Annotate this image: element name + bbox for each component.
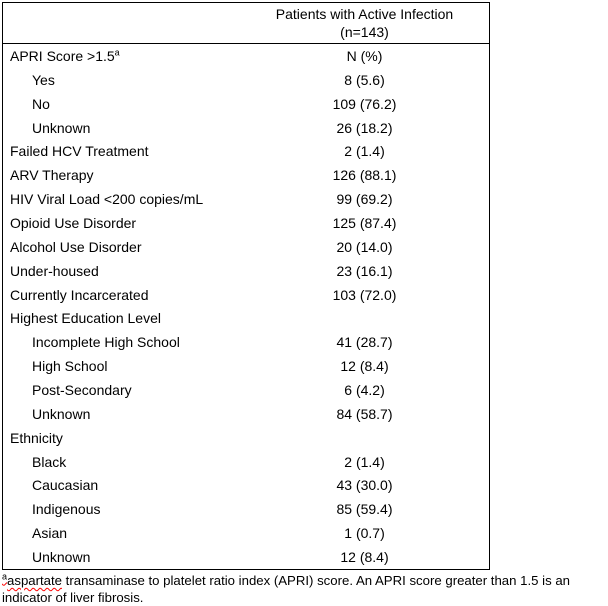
row-label: ARV Therapy: [3, 167, 240, 183]
row-label: Failed HCV Treatment: [3, 143, 240, 159]
table-header-row: Patients with Active Infection (n=143): [3, 3, 489, 44]
row-label: Unknown: [3, 120, 240, 136]
row-value: 23 (16.1): [336, 262, 393, 279]
table-row: Unknown 12 (8.4): [3, 545, 489, 569]
row-value: 2 (1.4): [344, 453, 385, 470]
table-row: Unknown 84 (58.7): [3, 402, 489, 426]
table-row: APRI Score >1.5a N (%): [3, 44, 489, 68]
row-label-text: Indigenous: [32, 501, 101, 518]
row-label-superscript: a: [114, 47, 120, 58]
row-value: 85 (59.4): [336, 501, 393, 518]
row-label-text: Unknown: [32, 548, 91, 565]
row-label-text: Yes: [32, 71, 55, 88]
row-value: 41 (28.7): [336, 334, 393, 351]
row-label: Unknown: [3, 406, 240, 422]
table-row: Incomplete High School 41 (28.7): [3, 330, 489, 354]
row-label-text: Failed HCV Treatment: [10, 143, 149, 160]
row-label: Black: [3, 454, 240, 470]
row-label: Highest Education Level: [3, 310, 240, 326]
table-row: High School 12 (8.4): [3, 354, 489, 378]
row-value: 84 (58.7): [336, 405, 393, 422]
row-label-text: Currently Incarcerated: [10, 286, 149, 303]
table-row: HIV Viral Load <200 copies/mL 99 (69.2): [3, 187, 489, 211]
patient-characteristics-table: Patients with Active Infection (n=143) A…: [2, 2, 490, 570]
table-row: Failed HCV Treatment 2 (1.4): [3, 139, 489, 163]
footnote-marker: a: [2, 571, 8, 582]
row-label: Caucasian: [3, 477, 240, 493]
row-value: 26 (18.2): [336, 119, 393, 136]
footnote: aaspartate transaminase to platelet rati…: [2, 572, 606, 606]
row-label: Under-housed: [3, 263, 240, 279]
row-label-text: Incomplete High School: [32, 334, 180, 351]
row-label-text: ARV Therapy: [10, 167, 94, 184]
row-label: Indigenous: [3, 501, 240, 517]
row-value: 103 (72.0): [332, 286, 397, 303]
table-row: Black 2 (1.4): [3, 450, 489, 474]
row-label: Yes: [3, 72, 240, 88]
row-label-text: No: [32, 95, 50, 112]
table-row: Alcohol Use Disorder 20 (14.0): [3, 235, 489, 259]
row-value: 6 (4.2): [344, 381, 385, 398]
row-label: APRI Score >1.5a: [3, 48, 240, 64]
row-label-text: Highest Education Level: [10, 310, 161, 327]
footnote-misspelled-word: aspartate: [7, 573, 63, 588]
row-label-text: Black: [32, 453, 67, 470]
row-label-text: APRI Score >1.5: [10, 47, 115, 64]
table-row: Caucasian 43 (30.0): [3, 473, 489, 497]
row-label-text: Post-Secondary: [32, 381, 132, 398]
row-label: HIV Viral Load <200 copies/mL: [3, 191, 240, 207]
header-title: Patients with Active Infection: [275, 6, 454, 22]
table-row: Opioid Use Disorder 125 (87.4): [3, 211, 489, 235]
row-label-text: HIV Viral Load <200 copies/mL: [10, 191, 204, 208]
table-row: Ethnicity: [3, 426, 489, 450]
row-label: Currently Incarcerated: [3, 287, 240, 303]
row-value: 12 (8.4): [340, 548, 389, 565]
row-value: 126 (88.1): [332, 167, 397, 184]
row-label: No: [3, 96, 240, 112]
row-label-text: Alcohol Use Disorder: [10, 238, 142, 255]
row-label-text: Caucasian: [32, 477, 99, 494]
table-row: No 109 (76.2): [3, 92, 489, 116]
row-label: Unknown: [3, 549, 240, 565]
row-label: Opioid Use Disorder: [3, 215, 240, 231]
header-empty-cell: [3, 3, 240, 43]
row-value: 20 (14.0): [336, 238, 393, 255]
table-row: Highest Education Level: [3, 306, 489, 330]
row-label-text: Unknown: [32, 119, 91, 136]
row-value: 2 (1.4): [344, 143, 385, 160]
row-value: N (%): [346, 47, 383, 64]
row-label-text: Opioid Use Disorder: [10, 214, 137, 231]
row-label-text: Ethnicity: [10, 429, 63, 446]
header-sample-size: (n=143): [340, 24, 389, 40]
table-row: Currently Incarcerated 103 (72.0): [3, 283, 489, 307]
row-label-text: High School: [32, 358, 108, 375]
table-row: Indigenous 85 (59.4): [3, 497, 489, 521]
table-row: ARV Therapy 126 (88.1): [3, 163, 489, 187]
header-title-cell: Patients with Active Infection (n=143): [240, 3, 489, 43]
row-label: Alcohol Use Disorder: [3, 239, 240, 255]
table-row: Post-Secondary 6 (4.2): [3, 378, 489, 402]
table-row: Under-housed 23 (16.1): [3, 259, 489, 283]
table-row: Yes 8 (5.6): [3, 68, 489, 92]
row-label: High School: [3, 358, 240, 374]
row-value: 43 (30.0): [336, 477, 393, 494]
row-value: 109 (76.2): [332, 95, 397, 112]
row-value: 99 (69.2): [336, 191, 393, 208]
table-body: APRI Score >1.5a N (%) Yes 8 (5.6) No 109 (76…: [3, 44, 489, 569]
row-value: 125 (87.4): [332, 214, 397, 231]
row-value: 12 (8.4): [340, 358, 389, 375]
row-label-text: Unknown: [32, 405, 91, 422]
row-label-text: Under-housed: [10, 262, 99, 279]
row-label: Ethnicity: [3, 430, 240, 446]
table-row: Unknown 26 (18.2): [3, 116, 489, 140]
table-row: Asian 1 (0.7): [3, 521, 489, 545]
row-label: Asian: [3, 525, 240, 541]
row-label-text: Asian: [32, 525, 68, 542]
row-label: Post-Secondary: [3, 382, 240, 398]
footnote-text: transaminase to platelet ratio index (AP…: [2, 573, 570, 605]
row-value: 8 (5.6): [344, 71, 385, 88]
row-label: Incomplete High School: [3, 334, 240, 350]
row-value: 1 (0.7): [344, 525, 385, 542]
